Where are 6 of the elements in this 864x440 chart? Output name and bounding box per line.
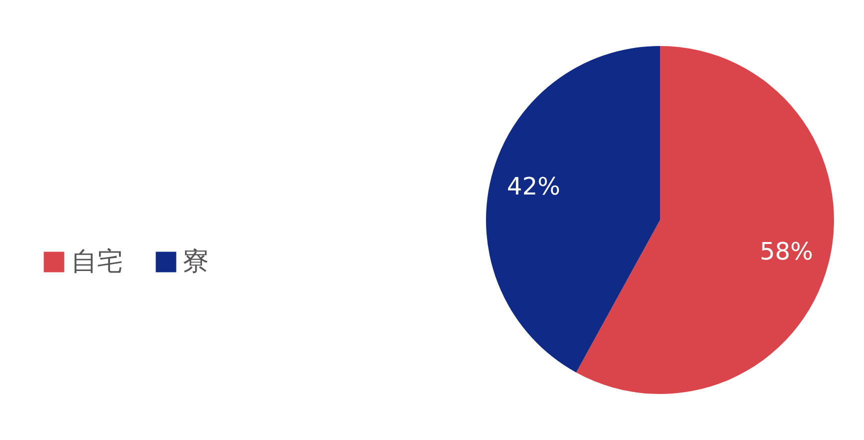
legend-label: 自宅 xyxy=(71,247,123,277)
data-label: 42% xyxy=(506,172,560,201)
legend-label: 寮 xyxy=(183,247,209,277)
pie-slice xyxy=(486,46,660,372)
data-label: 58% xyxy=(760,237,814,266)
pie-slice xyxy=(576,46,834,394)
